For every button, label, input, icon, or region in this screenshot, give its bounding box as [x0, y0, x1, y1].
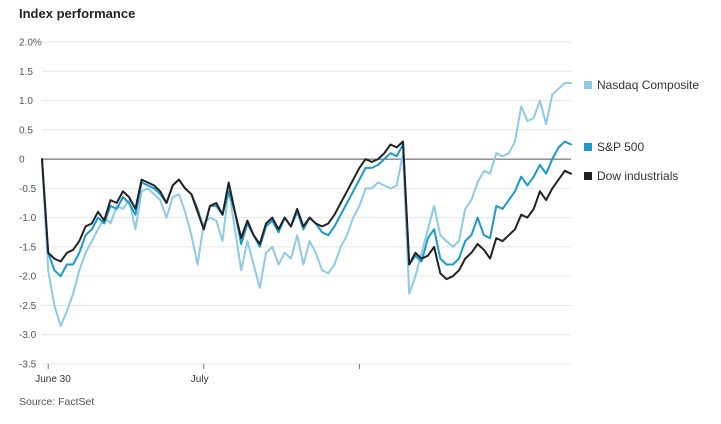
y-tick-label: 0: [19, 155, 25, 166]
y-tick-label: -2.0: [19, 272, 37, 283]
y-tick-label: -1.5: [19, 242, 37, 253]
y-tick-label: -1.0: [19, 213, 37, 224]
legend-label: Dow industrials: [597, 169, 678, 183]
legend-label: S&P 500: [597, 140, 644, 154]
series-line-0: [41, 82, 572, 327]
y-tick-label: -3.0: [19, 330, 37, 341]
y-tick-label: -3.5: [19, 360, 37, 371]
series-line-2: [41, 140, 572, 281]
x-tick-label: July: [191, 374, 209, 385]
legend-swatch: [584, 143, 592, 151]
y-tick-label: 0.5: [19, 125, 33, 136]
y-tick-label: 1.0: [19, 96, 33, 107]
y-tick-label: 2.0%: [19, 38, 42, 49]
grid-lines: [42, 41, 571, 365]
source-note: Source: FactSet: [19, 396, 95, 408]
legend-swatch: [584, 81, 592, 89]
legend: Nasdaq Composite S&P 500 Dow industrials: [584, 78, 699, 183]
y-tick-label: -0.5: [19, 184, 37, 195]
y-tick-label: 1.5: [19, 67, 33, 78]
legend-label: Nasdaq Composite: [597, 78, 699, 92]
y-axis-ticks: 2.0% 1.5 1.0 0.5 0 -0.5 -1.0 -1.5 -2.0 -2.5 -3.0 -3…: [19, 38, 42, 371]
y-tick-label: -2.5: [19, 301, 37, 312]
x-axis-ticks: June 30 July: [35, 364, 360, 385]
series-lines: [41, 82, 572, 327]
legend-swatch: [584, 172, 592, 180]
x-tick-label: June 30: [35, 374, 71, 385]
chart-title: Index performance: [19, 6, 136, 21]
